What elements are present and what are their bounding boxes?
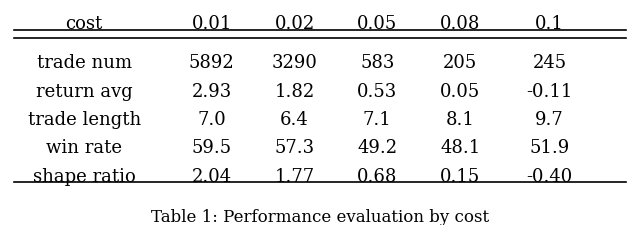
Text: 0.05: 0.05 <box>440 82 480 100</box>
Text: trade length: trade length <box>28 110 141 128</box>
Text: 59.5: 59.5 <box>191 139 232 157</box>
Text: 2.04: 2.04 <box>191 167 232 185</box>
Text: 57.3: 57.3 <box>275 139 315 157</box>
Text: cost: cost <box>66 15 103 33</box>
Text: 0.02: 0.02 <box>275 15 315 33</box>
Text: 0.1: 0.1 <box>535 15 564 33</box>
Text: 0.05: 0.05 <box>357 15 397 33</box>
Text: 0.01: 0.01 <box>191 15 232 33</box>
Text: 0.68: 0.68 <box>357 167 397 185</box>
Text: 48.1: 48.1 <box>440 139 480 157</box>
Text: trade num: trade num <box>36 54 132 72</box>
Text: 49.2: 49.2 <box>357 139 397 157</box>
Text: 5892: 5892 <box>189 54 234 72</box>
Text: shape ratio: shape ratio <box>33 167 136 185</box>
Text: 0.15: 0.15 <box>440 167 480 185</box>
Text: 205: 205 <box>443 54 477 72</box>
Text: 9.7: 9.7 <box>535 110 564 128</box>
Text: 7.1: 7.1 <box>363 110 392 128</box>
Text: 1.77: 1.77 <box>275 167 315 185</box>
Text: 6.4: 6.4 <box>280 110 309 128</box>
Text: 583: 583 <box>360 54 394 72</box>
Text: win rate: win rate <box>46 139 122 157</box>
Text: 1.82: 1.82 <box>275 82 315 100</box>
Text: return avg: return avg <box>36 82 132 100</box>
Text: 51.9: 51.9 <box>529 139 570 157</box>
Text: 0.08: 0.08 <box>440 15 481 33</box>
Text: 7.0: 7.0 <box>197 110 226 128</box>
Text: -0.11: -0.11 <box>526 82 573 100</box>
Text: 3290: 3290 <box>271 54 317 72</box>
Text: Table 1: Performance evaluation by cost: Table 1: Performance evaluation by cost <box>151 208 489 225</box>
Text: -0.40: -0.40 <box>526 167 573 185</box>
Text: 2.93: 2.93 <box>191 82 232 100</box>
Text: 0.53: 0.53 <box>357 82 397 100</box>
Text: 8.1: 8.1 <box>445 110 475 128</box>
Text: 245: 245 <box>532 54 566 72</box>
